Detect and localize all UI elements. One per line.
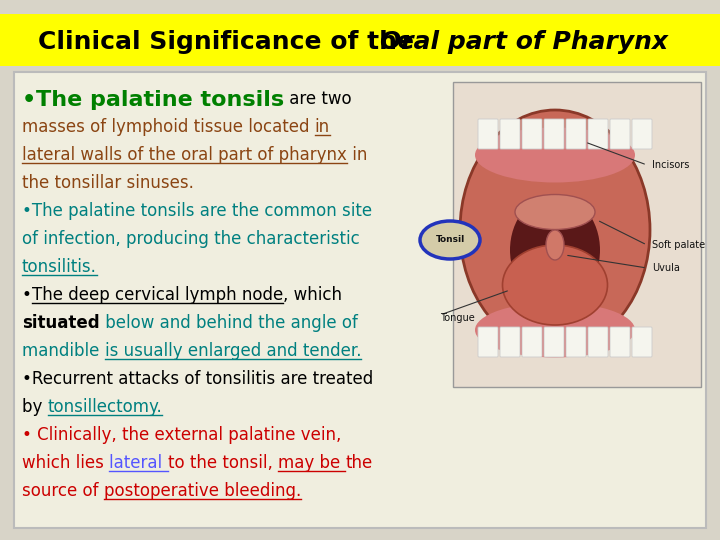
Text: in: in — [347, 146, 367, 164]
Text: Tongue: Tongue — [440, 313, 474, 323]
Text: below and behind the angle of: below and behind the angle of — [99, 314, 358, 332]
FancyBboxPatch shape — [566, 327, 586, 357]
Text: may be: may be — [278, 454, 345, 472]
Ellipse shape — [475, 127, 635, 183]
Text: the tonsillar sinuses.: the tonsillar sinuses. — [22, 174, 194, 192]
FancyBboxPatch shape — [522, 327, 542, 357]
FancyBboxPatch shape — [544, 327, 564, 357]
FancyBboxPatch shape — [478, 119, 498, 149]
Text: tonsilitis.: tonsilitis. — [22, 258, 97, 276]
FancyBboxPatch shape — [588, 327, 608, 357]
Text: by: by — [22, 398, 48, 416]
FancyBboxPatch shape — [588, 119, 608, 149]
Text: which lies: which lies — [22, 454, 109, 472]
Text: •: • — [22, 286, 32, 304]
Text: is usually enlarged and tender.: is usually enlarged and tender. — [104, 342, 361, 360]
Text: The palatine tonsils: The palatine tonsils — [36, 90, 284, 110]
Text: to the tonsil,: to the tonsil, — [168, 454, 278, 472]
Bar — [453, 82, 701, 387]
Text: tonsillectomy.: tonsillectomy. — [48, 398, 163, 416]
Text: postoperative bleeding.: postoperative bleeding. — [104, 482, 301, 500]
Ellipse shape — [475, 302, 635, 357]
Text: Tonsil: Tonsil — [436, 235, 464, 245]
Text: of infection, producing the characteristic: of infection, producing the characterist… — [22, 230, 360, 248]
Text: masses of lymphoid tissue located: masses of lymphoid tissue located — [22, 118, 315, 136]
FancyBboxPatch shape — [610, 327, 630, 357]
Text: Clinical Significance of the: Clinical Significance of the — [38, 30, 431, 54]
Ellipse shape — [546, 230, 564, 260]
FancyBboxPatch shape — [500, 327, 520, 357]
Text: situated: situated — [22, 314, 99, 332]
Text: Incisors: Incisors — [652, 160, 689, 170]
FancyBboxPatch shape — [478, 327, 498, 357]
Text: lateral: lateral — [109, 454, 168, 472]
FancyBboxPatch shape — [632, 119, 652, 149]
Bar — [14, 72, 706, 528]
Text: Uvula: Uvula — [652, 263, 680, 273]
Text: Oral part of Pharynx: Oral part of Pharynx — [380, 30, 668, 54]
FancyBboxPatch shape — [566, 119, 586, 149]
Text: mandible: mandible — [22, 342, 104, 360]
Ellipse shape — [460, 110, 650, 350]
Text: , which: , which — [283, 286, 342, 304]
FancyBboxPatch shape — [632, 327, 652, 357]
Text: •The palatine tonsils are the common site: •The palatine tonsils are the common sit… — [22, 202, 372, 220]
FancyBboxPatch shape — [522, 119, 542, 149]
Text: The deep cervical lymph node: The deep cervical lymph node — [32, 286, 283, 304]
Text: • Clinically, the external palatine vein,: • Clinically, the external palatine vein… — [22, 426, 341, 444]
FancyBboxPatch shape — [610, 119, 630, 149]
Text: •Recurrent attacks of tonsilitis are treated: •Recurrent attacks of tonsilitis are tre… — [22, 370, 373, 388]
Text: source of: source of — [22, 482, 104, 500]
Text: are two: are two — [284, 90, 352, 108]
Text: the: the — [345, 454, 372, 472]
Text: lateral walls of the oral part of pharynx: lateral walls of the oral part of pharyn… — [22, 146, 347, 164]
FancyBboxPatch shape — [500, 119, 520, 149]
Ellipse shape — [515, 194, 595, 230]
FancyBboxPatch shape — [544, 119, 564, 149]
Text: •: • — [22, 90, 36, 110]
Ellipse shape — [510, 195, 600, 305]
Bar — [0, 14, 720, 66]
Text: in: in — [315, 118, 330, 136]
Ellipse shape — [503, 245, 608, 325]
Ellipse shape — [420, 221, 480, 259]
Text: Soft palate: Soft palate — [652, 240, 705, 250]
